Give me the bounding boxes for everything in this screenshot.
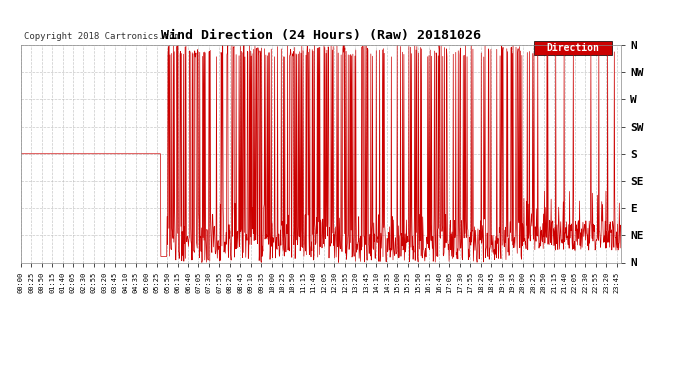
FancyBboxPatch shape	[534, 40, 612, 55]
Text: Direction: Direction	[546, 43, 600, 53]
Text: Copyright 2018 Cartronics.com: Copyright 2018 Cartronics.com	[23, 32, 179, 40]
Title: Wind Direction (24 Hours) (Raw) 20181026: Wind Direction (24 Hours) (Raw) 20181026	[161, 30, 481, 42]
